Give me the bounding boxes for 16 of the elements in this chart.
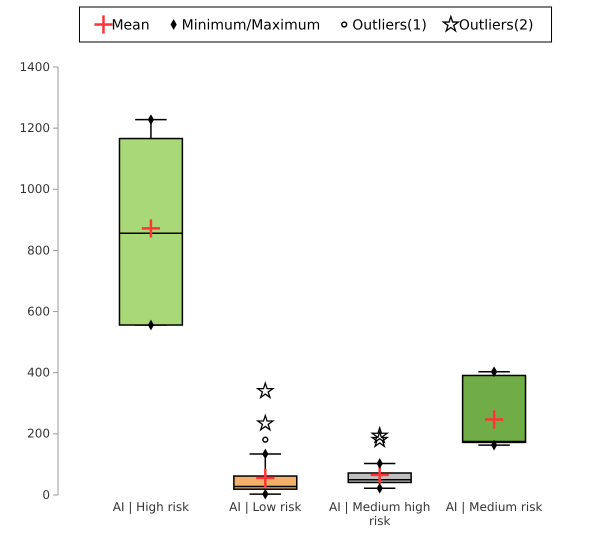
x-tick-label: AI | Medium high risk — [328, 500, 430, 528]
y-tick-label: 200 — [27, 426, 50, 441]
y-tick-label: 1400 — [19, 60, 50, 74]
y-tick-label: 1000 — [19, 182, 50, 196]
legend-label: Minimum/Maximum — [182, 18, 320, 34]
y-tick-label: 600 — [27, 304, 50, 318]
x-tick-label: AI | High risk — [112, 500, 190, 514]
y-tick-label: 400 — [27, 366, 50, 380]
legend-label: Mean — [111, 18, 150, 34]
legend-label: Outliers(1) — [352, 18, 427, 34]
legend-label: Outliers(2) — [458, 18, 534, 34]
y-tick-label: 800 — [27, 243, 50, 258]
y-tick-label: 1200 — [19, 120, 50, 135]
x-tick-label: AI | Low risk — [229, 500, 302, 514]
x-tick-label: AI | Medium risk — [446, 500, 542, 514]
y-tick-label: 0 — [42, 488, 50, 502]
